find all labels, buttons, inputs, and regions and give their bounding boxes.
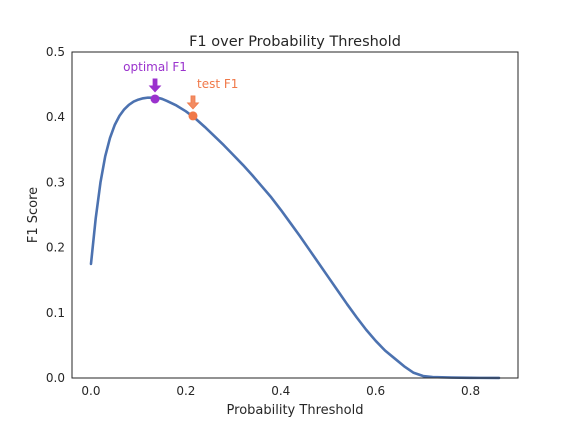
x-axis-label: Probability Threshold — [227, 403, 364, 418]
y-tick-label: 0.0 — [46, 371, 65, 385]
annotation-point — [188, 111, 198, 121]
y-tick-label: 0.1 — [46, 306, 65, 320]
annotations: optimal F1 test F1 — [123, 60, 238, 121]
x-tick-label: 0.6 — [366, 384, 385, 398]
chart-title: F1 over Probability Threshold — [189, 34, 401, 50]
annotation-arrow — [186, 95, 200, 110]
y-tick-label: 0.3 — [46, 175, 65, 189]
x-tick-label: 0.4 — [271, 384, 290, 398]
y-axis-label: F1 Score — [26, 187, 41, 243]
x-tick-label: 0.8 — [461, 384, 480, 398]
annotation-label: test F1 — [197, 77, 238, 91]
annotation-label: optimal F1 — [123, 60, 187, 74]
y-tick-label: 0.5 — [46, 45, 65, 59]
plot-area — [89, 96, 501, 380]
f1-curve-line — [89, 96, 501, 380]
x-tick-label: 0.0 — [81, 384, 100, 398]
y-tick-label: 0.2 — [46, 241, 65, 255]
annotation-arrow — [148, 78, 162, 93]
plot-frame — [71, 51, 519, 379]
x-axis: 0.0 0.2 0.4 0.6 0.8 — [81, 384, 480, 398]
annotation-point — [150, 94, 160, 104]
x-tick-label: 0.2 — [176, 384, 195, 398]
y-tick-label: 0.4 — [46, 110, 65, 124]
y-axis: 0.0 0.1 0.2 0.3 0.4 0.5 — [46, 45, 65, 385]
